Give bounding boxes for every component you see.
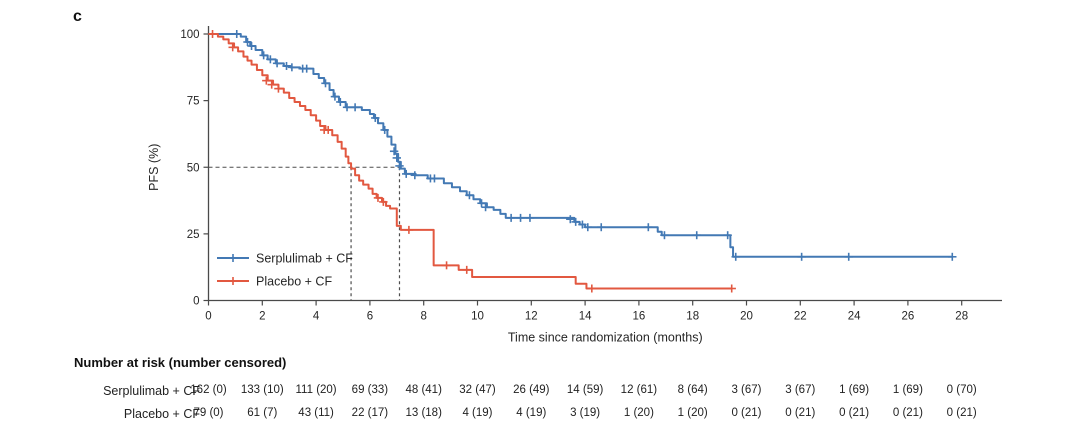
risk-cell: 0 (21) — [946, 407, 977, 419]
risk-cell: 22 (17) — [351, 407, 389, 419]
x-tick-label: 18 — [686, 311, 699, 323]
x-tick-label: 24 — [848, 311, 861, 323]
km-step-curve — [208, 33, 953, 258]
risk-cell: 0 (21) — [839, 407, 870, 419]
legend-label: Placebo + CF — [256, 275, 332, 289]
risk-table-row: Serplulimab + CF 162 (0) 133 (10) 111 (20) 6… — [0, 384, 1080, 400]
x-tick-label: 26 — [902, 311, 915, 323]
risk-cell: 43 (11) — [298, 407, 334, 419]
km-series-placebo — [208, 30, 736, 293]
risk-cell: 26 (49) — [513, 384, 550, 396]
x-axis-title: Time since randomization (months) — [508, 331, 703, 345]
y-tick-label: 25 — [187, 229, 200, 241]
x-tick-label: 0 — [205, 311, 211, 323]
legend-item: Placebo + CF — [217, 275, 332, 289]
x-tick-label: 16 — [633, 311, 646, 323]
km-series-serplulimab — [208, 30, 957, 261]
y-tick-label: 0 — [193, 296, 199, 308]
risk-cell: 4 (19) — [462, 407, 493, 419]
risk-row-label: Placebo + CF — [123, 407, 200, 421]
risk-cell: 3 (67) — [731, 384, 762, 396]
risk-cell: 12 (61) — [620, 384, 658, 396]
x-tick-label: 28 — [955, 311, 968, 323]
risk-cell: 61 (7) — [247, 407, 278, 419]
risk-cell: 8 (64) — [677, 384, 708, 396]
x-tick-label: 2 — [259, 311, 265, 323]
risk-cell: 133 (10) — [240, 384, 284, 396]
risk-cell: 32 (47) — [459, 384, 496, 396]
risk-cell: 0 (21) — [731, 407, 762, 419]
risk-row-label: Serplulimab + CF — [103, 384, 200, 398]
risk-cell: 1 (69) — [892, 384, 923, 396]
pfs-kaplan-meier-chart: 0 2 4 6 8 10 12 14 16 18 20 22 24 26 280255075100Time … — [147, 26, 1002, 345]
x-tick-label: 8 — [420, 311, 426, 323]
risk-cell: 48 (41) — [405, 384, 442, 396]
risk-cell: 69 (33) — [351, 384, 389, 396]
y-tick-label: 100 — [180, 29, 199, 41]
risk-cell: 0 (21) — [785, 407, 816, 419]
risk-cell: 162 (0) — [190, 384, 227, 396]
risk-cell: 111 (20) — [295, 384, 337, 396]
risk-cell: 0 (21) — [892, 407, 923, 419]
legend-label: Serplulimab + CF — [256, 252, 353, 266]
risk-table-title: Number at risk (number censored) — [74, 355, 287, 370]
risk-cell: 13 (18) — [405, 407, 442, 419]
x-tick-label: 10 — [471, 311, 484, 323]
x-tick-label: 22 — [794, 311, 807, 323]
x-tick-label: 12 — [525, 311, 538, 323]
x-tick-label: 4 — [313, 311, 320, 323]
x-tick-label: 6 — [367, 311, 373, 323]
y-tick-label: 50 — [187, 162, 200, 174]
risk-cell: 14 (59) — [566, 384, 604, 396]
y-tick-label: 75 — [187, 96, 200, 108]
panel-label: c — [73, 8, 82, 25]
y-axis-title: PFS (%) — [147, 144, 161, 191]
risk-cell: 3 (19) — [570, 407, 601, 419]
risk-table-row: Placebo + CF 79 (0) 61 (7) 43 (11) 22 (17) 13… — [0, 407, 1080, 423]
x-tick-label: 14 — [579, 311, 592, 323]
risk-cell: 4 (19) — [516, 407, 547, 419]
km-step-curve — [208, 33, 732, 290]
risk-cell: 0 (70) — [946, 384, 977, 396]
risk-cell: 1 (69) — [839, 384, 870, 396]
risk-cell: 1 (20) — [623, 407, 654, 419]
risk-cell: 1 (20) — [677, 407, 708, 419]
risk-cell: 79 (0) — [193, 407, 224, 419]
x-tick-label: 20 — [740, 311, 753, 323]
risk-cell: 3 (67) — [785, 384, 816, 396]
legend-item: Serplulimab + CF — [217, 252, 353, 266]
